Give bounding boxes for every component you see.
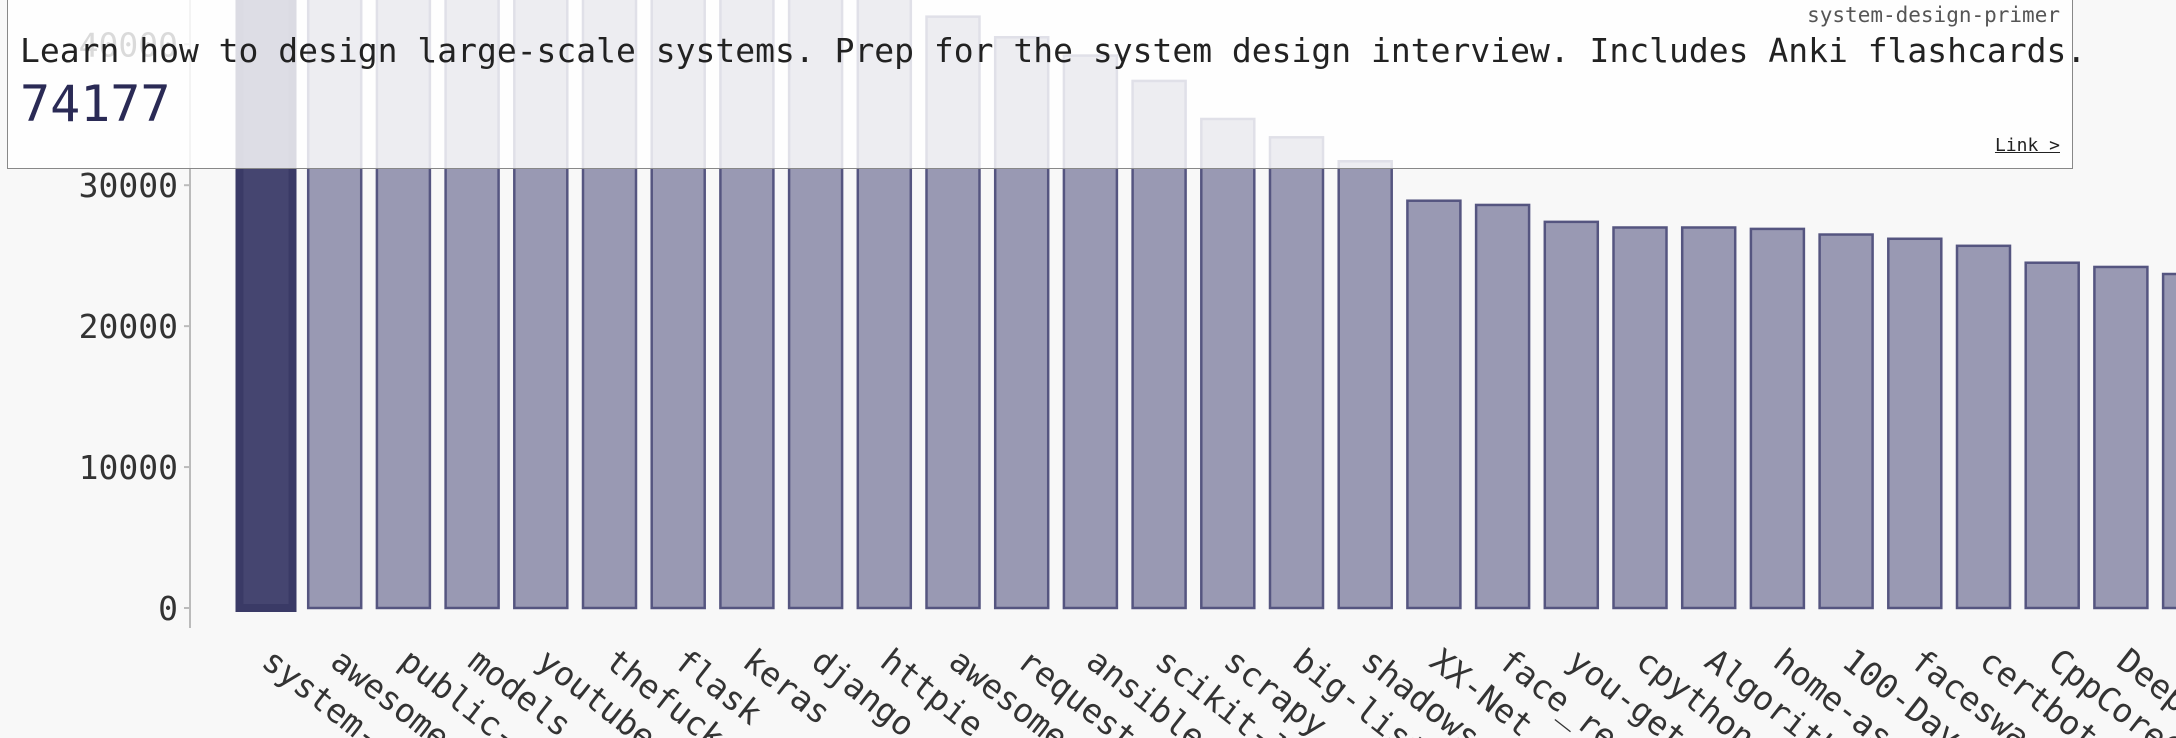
bar <box>1955 244 2012 610</box>
y-tick-label: 10000 <box>79 448 178 487</box>
tooltip-value: 74177 <box>20 75 171 133</box>
bar <box>1749 227 1806 610</box>
tooltip-name: system-design-primer <box>1807 3 2060 27</box>
bar <box>2161 272 2176 610</box>
bar <box>1680 226 1737 610</box>
bar <box>1543 220 1600 610</box>
bar <box>2024 261 2080 610</box>
tooltip-link[interactable]: Link > <box>1994 135 2060 156</box>
bar <box>1474 203 1531 610</box>
y-tick-label: 30000 <box>79 166 178 205</box>
tooltip-description: Learn how to design large-scale systems.… <box>20 31 2087 70</box>
bar <box>1268 136 1325 610</box>
bar <box>1612 226 1668 610</box>
y-tick-label: 0 <box>158 589 178 628</box>
bar <box>1337 160 1393 610</box>
bar <box>1818 233 1874 610</box>
bar <box>2093 265 2149 610</box>
bar <box>1200 117 1256 610</box>
y-tick-label: 20000 <box>79 307 178 346</box>
tooltip: system-design-primer Learn how to design… <box>7 0 2086 169</box>
bar <box>1887 237 1943 610</box>
bar <box>1406 199 1462 610</box>
